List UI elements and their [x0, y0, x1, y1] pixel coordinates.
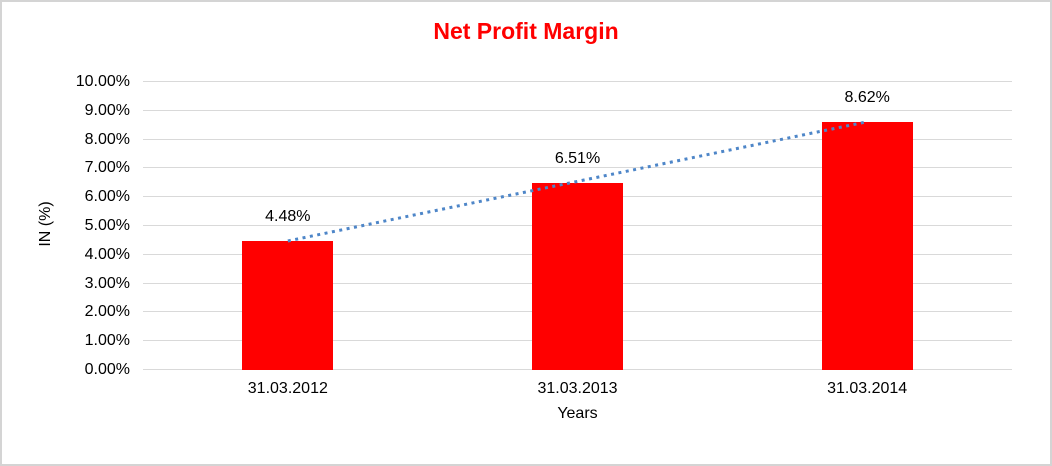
y-tick-label: 6.00% [84, 188, 130, 206]
bar-value-label: 6.51% [554, 149, 601, 167]
y-tick-label: 5.00% [84, 217, 130, 234]
x-tick-label: 31.03.2012 [247, 380, 328, 397]
y-tick-label: 7.00% [84, 159, 130, 177]
y-tick-label: 2.00% [84, 303, 130, 321]
chart-title: Net Profit Margin [433, 18, 619, 44]
y-tick-label: 0.00% [84, 361, 130, 378]
x-axis-title: Years [557, 405, 598, 422]
y-tick-label: 3.00% [84, 274, 130, 292]
y-tick-label: 10.00% [75, 73, 130, 90]
bar [821, 121, 913, 370]
gridline [143, 109, 1012, 111]
y-tick-label: 1.00% [84, 332, 130, 350]
x-tick-label: 31.03.2013 [537, 380, 618, 397]
x-tick-label: 31.03.2014 [827, 380, 908, 397]
bar [532, 182, 623, 370]
bar-value-label: 8.62% [844, 88, 890, 106]
bar [242, 240, 334, 370]
y-tick-label: 4.00% [84, 245, 130, 263]
bar-value-label: 4.48% [265, 207, 311, 225]
y-tick-label: 8.00% [84, 130, 130, 148]
y-tick-label: 9.00% [84, 101, 130, 119]
gridline [143, 81, 1012, 82]
